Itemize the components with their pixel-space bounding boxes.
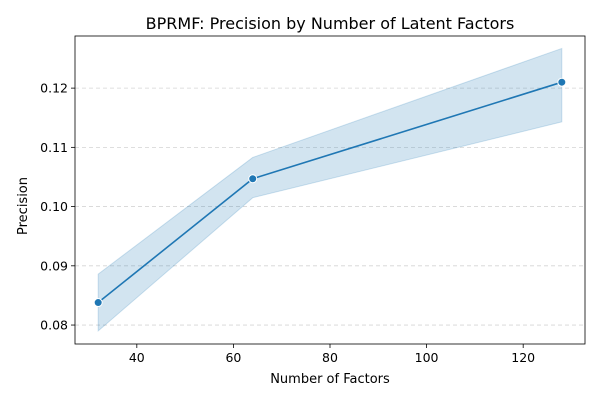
x-tick-label: 100 [415,350,439,365]
y-axis-ticks: 0.08 0.09 0.10 0.11 0.12 [40,81,75,333]
x-tick-label: 40 [129,350,145,365]
x-tick-label: 80 [322,350,338,365]
x-tick-label: 60 [225,350,241,365]
data-point [93,298,103,308]
y-tick-label: 0.11 [40,140,68,155]
confidence-band-group [97,47,563,333]
x-axis-ticks: 40 60 80 100 120 [129,344,535,365]
chart-title: BPRMF: Precision by Number of Latent Fac… [146,14,515,33]
confidence-band [97,47,563,333]
y-tick-label: 0.08 [40,318,68,333]
y-axis-label: Precision [16,177,31,235]
grid-lines [75,87,585,326]
data-points-group [93,77,567,308]
y-tick-label: 0.09 [40,258,68,273]
data-point [557,77,567,87]
y-tick-label: 0.10 [40,199,68,214]
data-point [248,174,258,184]
x-axis-label: Number of Factors [270,372,390,387]
x-tick-label: 120 [511,350,535,365]
y-tick-label: 0.12 [40,81,68,96]
